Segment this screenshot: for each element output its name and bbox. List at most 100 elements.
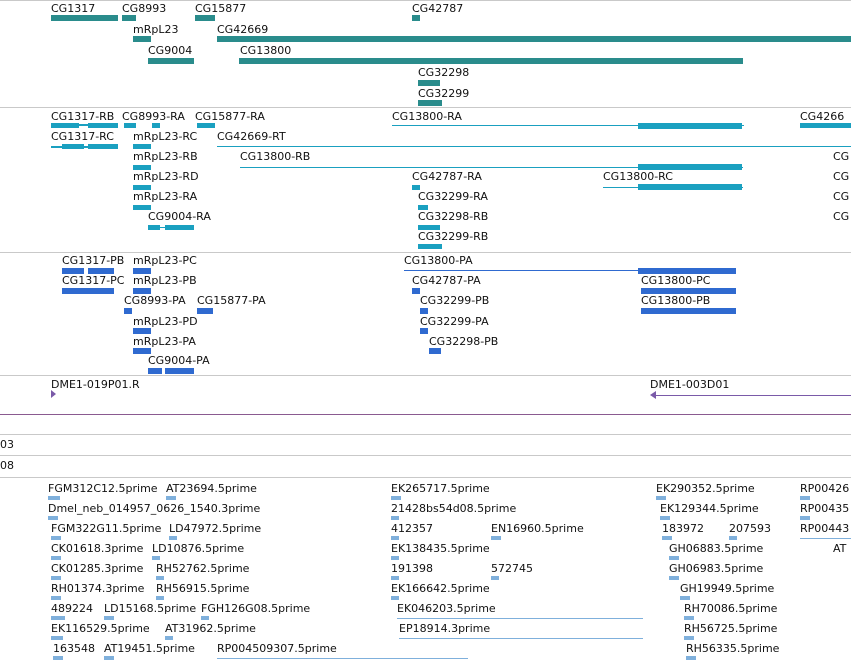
- clone-label-dme1-003d01[interactable]: DME1-003D01: [650, 378, 730, 391]
- est-label[interactable]: GH19949.5prime: [680, 582, 775, 595]
- est-feature[interactable]: [165, 636, 173, 640]
- est-feature[interactable]: [680, 596, 690, 600]
- est-label[interactable]: 183972: [662, 522, 704, 535]
- protein-label-cg32298-pb[interactable]: CG32298-PB: [429, 335, 499, 348]
- est-label[interactable]: 21428bs54d08.5prime: [391, 502, 517, 515]
- est-label[interactable]: LD47972.5prime: [169, 522, 262, 535]
- transcript-label-cg-edge[interactable]: CG: [833, 150, 850, 163]
- est-feature[interactable]: [800, 496, 810, 500]
- est-feature[interactable]: [660, 516, 670, 520]
- clone-feature-dme1-003d01[interactable]: [656, 395, 851, 396]
- transcript-feature-cg13800-rb[interactable]: [240, 167, 743, 168]
- small-track-label[interactable]: 03: [0, 438, 14, 451]
- est-label[interactable]: AT31962.5prime: [165, 622, 256, 635]
- est-feature[interactable]: [156, 576, 164, 580]
- est-feature[interactable]: [51, 536, 61, 540]
- transcript-feature-cg1317-rb[interactable]: [51, 124, 118, 126]
- est-feature[interactable]: [800, 538, 851, 539]
- est-label[interactable]: 572745: [491, 562, 533, 575]
- transcript-label-cg13800-rb[interactable]: CG13800-RB: [240, 150, 311, 163]
- transcript-label-cg32299-rb[interactable]: CG32299-RB: [418, 230, 489, 243]
- est-feature[interactable]: [491, 576, 499, 580]
- est-feature[interactable]: [217, 658, 468, 659]
- est-label[interactable]: EK265717.5prime: [391, 482, 490, 495]
- transcript-label-cg1317-rb[interactable]: CG1317-RB: [51, 110, 115, 123]
- protein-label-cg13800-pc[interactable]: CG13800-PC: [641, 274, 711, 287]
- protein-feature-cg32299-pa[interactable]: [420, 328, 428, 334]
- est-label[interactable]: EK129344.5prime: [660, 502, 759, 515]
- est-label[interactable]: CK01285.3prime: [51, 562, 144, 575]
- est-label[interactable]: 412357: [391, 522, 433, 535]
- transcript-label-cg-edge[interactable]: CG: [833, 190, 850, 203]
- est-label[interactable]: 163548: [53, 642, 95, 655]
- est-label[interactable]: FGH126G08.5prime: [201, 602, 311, 615]
- gene-label-cg8993[interactable]: CG8993: [122, 2, 167, 15]
- est-label[interactable]: GH06883.5prime: [669, 542, 764, 555]
- protein-feature-cg13800-pb[interactable]: [641, 308, 736, 314]
- transcript-label-cg1317-rc[interactable]: CG1317-RC: [51, 130, 114, 143]
- est-feature[interactable]: [391, 596, 399, 600]
- protein-feature-cg1317-pc[interactable]: [62, 288, 114, 294]
- gene-label-cg32299[interactable]: CG32299: [418, 87, 470, 100]
- est-label[interactable]: RH70086.5prime: [684, 602, 778, 615]
- est-label[interactable]: GH06983.5prime: [669, 562, 764, 575]
- est-label[interactable]: EK046203.5prime: [397, 602, 496, 615]
- est-label[interactable]: CK01618.3prime: [51, 542, 144, 555]
- protein-label-cg1317-pc[interactable]: CG1317-PC: [62, 274, 125, 287]
- protein-feature-mrpl23-pb[interactable]: [133, 288, 151, 294]
- protein-label-cg32299-pa[interactable]: CG32299-PA: [420, 315, 489, 328]
- transcript-label-cg8993-ra[interactable]: CG8993-RA: [122, 110, 185, 123]
- protein-label-cg8993-pa[interactable]: CG8993-PA: [124, 294, 186, 307]
- protein-feature-mrpl23-pd[interactable]: [133, 328, 151, 334]
- est-feature[interactable]: [729, 536, 737, 540]
- est-feature[interactable]: [491, 536, 501, 540]
- clone-label-dme1-019p01-r[interactable]: DME1-019P01.R: [51, 378, 140, 391]
- est-label[interactable]: RP004509307.5prime: [217, 642, 337, 655]
- est-label[interactable]: LD10876.5prime: [152, 542, 245, 555]
- est-feature[interactable]: [51, 556, 61, 560]
- est-feature[interactable]: [51, 616, 65, 620]
- protein-label-mrpl23-pd[interactable]: mRpL23-PD: [133, 315, 198, 328]
- clone-end-marker[interactable]: [51, 390, 56, 398]
- est-feature[interactable]: [686, 656, 696, 660]
- est-feature[interactable]: [656, 496, 666, 500]
- est-feature[interactable]: [201, 616, 209, 620]
- est-feature[interactable]: [391, 576, 399, 580]
- est-label[interactable]: EP18914.3prime: [399, 622, 491, 635]
- transcript-label-cg42787-ra[interactable]: CG42787-RA: [412, 170, 482, 183]
- est-feature[interactable]: [51, 636, 63, 640]
- protein-label-mrpl23-pb[interactable]: mRpL23-PB: [133, 274, 197, 287]
- est-label[interactable]: AT: [833, 542, 847, 555]
- gene-label-cg1317[interactable]: CG1317: [51, 2, 96, 15]
- est-label[interactable]: EK290352.5prime: [656, 482, 755, 495]
- transcript-label-cg-edge[interactable]: CG: [833, 170, 850, 183]
- gene-feature-cg32298[interactable]: [418, 80, 440, 86]
- protein-feature-cg32299-pb[interactable]: [420, 308, 428, 314]
- gene-feature-cg42787[interactable]: [412, 15, 420, 21]
- protein-label-cg13800-pa[interactable]: CG13800-PA: [404, 254, 473, 267]
- transcript-label-mrpl23-rc[interactable]: mRpL23-RC: [133, 130, 198, 143]
- gene-label-cg13800[interactable]: CG13800: [240, 44, 292, 57]
- est-label[interactable]: AT23694.5prime: [166, 482, 257, 495]
- est-label[interactable]: RP00426: [800, 482, 850, 495]
- gene-feature-cg13800[interactable]: [239, 58, 743, 64]
- est-label[interactable]: FGM322G11.5prime: [51, 522, 162, 535]
- est-label[interactable]: 207593: [729, 522, 771, 535]
- est-label[interactable]: RP00443: [800, 522, 850, 535]
- transcript-label-cg9004-ra[interactable]: CG9004-RA: [148, 210, 211, 223]
- protein-label-cg1317-pb[interactable]: CG1317-PB: [62, 254, 125, 267]
- est-label[interactable]: AT19451.5prime: [104, 642, 195, 655]
- est-feature[interactable]: [800, 516, 810, 520]
- protein-feature-cg13800-pc[interactable]: [641, 288, 736, 294]
- est-feature[interactable]: [104, 656, 114, 660]
- gene-feature-cg15877[interactable]: [195, 15, 215, 21]
- protein-feature-cg32298-pb[interactable]: [429, 348, 441, 354]
- est-feature[interactable]: [166, 496, 176, 500]
- gene-feature-mrpl23[interactable]: [133, 36, 151, 42]
- transcript-label-cg13800-ra[interactable]: CG13800-RA: [392, 110, 462, 123]
- protein-label-cg42787-pa[interactable]: CG42787-PA: [412, 274, 481, 287]
- protein-feature-mrpl23-pc[interactable]: [133, 268, 151, 274]
- est-label[interactable]: RH56725.5prime: [684, 622, 778, 635]
- est-feature[interactable]: [669, 576, 679, 580]
- transcript-feature-cg13800-ra[interactable]: [392, 125, 744, 126]
